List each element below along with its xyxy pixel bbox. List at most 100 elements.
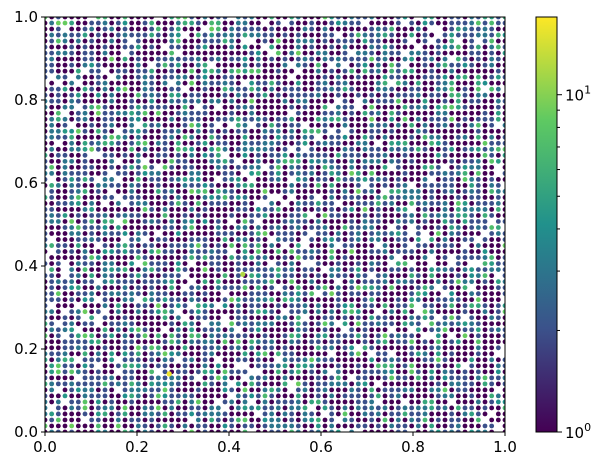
data-point (422, 273, 428, 279)
data-point (102, 339, 108, 345)
data-point (249, 327, 255, 333)
data-point (455, 381, 461, 387)
data-point (89, 273, 95, 279)
data-point (102, 279, 108, 285)
data-point (489, 50, 495, 56)
data-point (422, 189, 428, 194)
data-point (282, 38, 288, 44)
data-point (102, 243, 108, 248)
data-point (89, 32, 95, 38)
data-point (482, 249, 488, 254)
data-point (229, 423, 235, 429)
data-point (222, 189, 228, 194)
data-point (242, 267, 248, 273)
data-point (89, 116, 95, 122)
data-point (349, 309, 355, 315)
data-point (382, 164, 388, 170)
data-point (375, 26, 381, 32)
data-point (182, 164, 188, 170)
data-point (102, 17, 108, 20)
data-point (69, 134, 75, 140)
data-point (122, 321, 128, 327)
data-point (435, 128, 441, 134)
data-point (45, 243, 48, 248)
data-point (102, 189, 108, 194)
data-point (255, 122, 261, 128)
data-point (175, 92, 181, 98)
data-point (69, 201, 75, 206)
data-point (122, 423, 128, 429)
data-point (162, 128, 168, 134)
data-point (502, 26, 505, 32)
data-point (429, 345, 435, 351)
data-point (349, 423, 355, 429)
data-point (462, 327, 468, 333)
data-point (322, 357, 328, 363)
data-point (222, 74, 228, 80)
data-point (149, 26, 155, 32)
data-point (262, 134, 268, 140)
data-point (502, 381, 505, 387)
data-point (375, 219, 381, 224)
data-point (129, 249, 135, 254)
data-point (415, 56, 421, 62)
y-axis: 0.00.20.40.60.81.0 (14, 8, 45, 441)
data-point (329, 17, 335, 20)
data-point (395, 285, 401, 291)
data-point (189, 201, 195, 206)
data-point (122, 62, 128, 68)
data-point (129, 183, 135, 188)
data-point (335, 92, 341, 98)
data-point (302, 309, 308, 315)
data-point (142, 387, 148, 393)
data-point (449, 50, 455, 56)
data-point (95, 207, 101, 212)
data-point (422, 327, 428, 333)
data-point (235, 333, 241, 339)
data-point (469, 207, 475, 212)
data-point (255, 20, 261, 26)
data-point (382, 327, 388, 333)
data-point (235, 201, 241, 206)
data-point (89, 351, 95, 357)
data-point (482, 219, 488, 224)
data-point (49, 411, 55, 417)
data-point (462, 164, 468, 170)
data-point (369, 74, 375, 80)
y-tick-label: 0.6 (14, 174, 38, 192)
data-point (375, 189, 381, 194)
data-point (75, 44, 81, 50)
data-point (295, 315, 301, 321)
data-point (189, 285, 195, 291)
data-point (202, 98, 208, 104)
data-point (69, 393, 75, 399)
data-point (389, 429, 395, 432)
data-point (489, 273, 495, 279)
data-point (55, 291, 61, 297)
data-point (155, 189, 161, 194)
data-point (175, 44, 181, 50)
data-point (262, 243, 268, 248)
data-point (415, 393, 421, 399)
data-point (222, 183, 228, 188)
data-point (149, 219, 155, 224)
data-point (109, 339, 115, 345)
data-point (169, 297, 175, 303)
data-point (329, 267, 335, 273)
data-point (389, 140, 395, 146)
data-point (62, 411, 68, 417)
data-point (75, 351, 81, 357)
data-point (75, 122, 81, 128)
data-point (109, 213, 115, 218)
data-point (295, 339, 301, 345)
data-point (322, 369, 328, 375)
data-point (495, 68, 501, 74)
data-point (75, 170, 81, 176)
data-point (129, 423, 135, 429)
data-point (155, 249, 161, 254)
data-point (462, 237, 468, 242)
data-point (69, 399, 75, 405)
data-point (62, 339, 68, 345)
data-point (189, 50, 195, 56)
data-point (115, 116, 121, 122)
